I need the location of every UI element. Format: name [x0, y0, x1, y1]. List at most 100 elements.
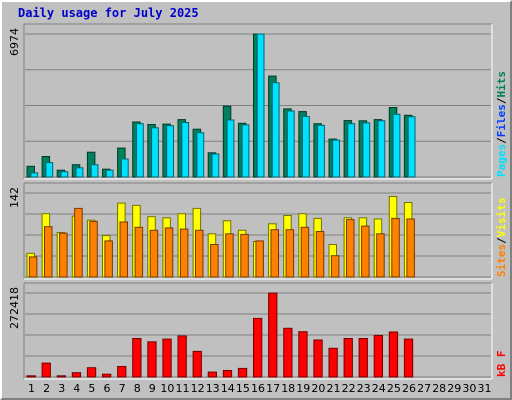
- legend-part: Files: [495, 104, 508, 137]
- x-tick-label: 16: [251, 382, 265, 395]
- bar-kb-f-day-12: [192, 350, 202, 378]
- bar-pages-day-9: [151, 127, 159, 178]
- bar-sites-day-16: [255, 240, 264, 278]
- x-tick-label: 10: [160, 382, 174, 395]
- legend-part: /: [495, 137, 508, 144]
- bar-pages-day-10: [166, 125, 174, 178]
- x-tick-label: 15: [236, 382, 250, 395]
- bar-pages-day-22: [347, 123, 356, 178]
- bar-pages-day-7: [120, 158, 129, 178]
- bar-sites-day-20: [315, 231, 325, 278]
- y-max-label: 272418: [8, 287, 21, 329]
- chart-title: Daily usage for July 2025: [18, 6, 199, 20]
- bar-pages-day-8: [136, 123, 144, 178]
- x-tick-label: 1: [28, 382, 35, 395]
- x-tick-label: 7: [119, 382, 126, 395]
- panel-legend-bottom: kB F: [495, 351, 508, 378]
- y-max-label: 142: [8, 187, 21, 208]
- x-tick-label: 17: [266, 382, 280, 395]
- bar-pages-day-18: [286, 110, 295, 178]
- legend-part: /: [495, 237, 508, 244]
- bar-kb-f-day-13: [207, 371, 217, 378]
- bar-kb-f-day-23: [358, 338, 368, 378]
- bar-kb-f-day-4: [71, 372, 82, 378]
- bar-sites-day-10: [164, 227, 174, 278]
- chart-panels: 6974Pages/Files/Hits142Sites/Visits27241…: [8, 23, 508, 380]
- bar-kb-f-day-1: [26, 375, 36, 378]
- bar-pages-day-5: [90, 164, 99, 178]
- bar-pages-day-4: [75, 167, 84, 178]
- bar-sites-day-24: [376, 233, 385, 278]
- x-tick-label: 30: [462, 382, 476, 395]
- bar-sites-day-4: [74, 207, 83, 278]
- bar-kb-f-day-3: [56, 375, 67, 378]
- y-max-label: 6974: [8, 28, 21, 56]
- bar-sites-day-11: [179, 228, 189, 278]
- bar-sites-day-17: [270, 229, 279, 278]
- bar-sites-day-5: [89, 220, 98, 278]
- bar-pages-day-16: [256, 33, 265, 178]
- x-tick-label: 22: [342, 382, 356, 395]
- x-tick-label: 3: [58, 382, 65, 395]
- panel-kbytes: 272418 kB F: [8, 282, 508, 380]
- bar-pages-day-2: [45, 162, 54, 178]
- bar-sites-day-9: [149, 229, 159, 278]
- legend-part: kB F: [495, 351, 508, 378]
- legend-part: Visits: [495, 198, 508, 238]
- panel-legend-top: Pages/Files/Hits: [495, 71, 508, 177]
- bar-kb-f-day-21: [328, 347, 338, 378]
- x-tick-label: 21: [327, 382, 341, 395]
- x-tick-label: 26: [402, 382, 416, 395]
- x-tick-label: 9: [149, 382, 156, 395]
- bar-sites-day-21: [330, 255, 340, 278]
- bar-pages-day-24: [377, 120, 386, 178]
- bar-sites-day-19: [300, 226, 310, 278]
- x-tick-label: 25: [387, 382, 401, 395]
- bar-kb-f-day-18: [283, 327, 293, 378]
- bar-kb-f-day-5: [86, 367, 97, 378]
- bar-sites-day-23: [361, 225, 370, 278]
- x-tick-label: 4: [73, 382, 80, 395]
- x-tick-label: 19: [296, 382, 310, 395]
- x-tick-label: 29: [447, 382, 461, 395]
- bar-pages-day-3: [60, 171, 69, 178]
- bar-pages-day-23: [362, 122, 371, 178]
- x-tick-label: 5: [88, 382, 95, 395]
- panel-legend-middle: Sites/Visits: [495, 198, 508, 278]
- legend-part: /: [495, 97, 508, 104]
- bar-pages-day-19: [302, 116, 310, 178]
- x-tick-label: 28: [432, 382, 446, 395]
- legend-part: Hits: [495, 71, 508, 98]
- x-tick-label: 12: [191, 382, 205, 395]
- legend-part: Pages: [495, 144, 508, 177]
- bar-sites-day-6: [104, 240, 113, 278]
- bar-sites-day-14: [225, 233, 234, 278]
- bar-sites-day-2: [44, 226, 53, 278]
- bar-kb-f-day-20: [313, 339, 323, 378]
- bar-sites-day-25: [391, 217, 400, 278]
- bar-sites-day-1: [28, 256, 38, 278]
- x-tick-label: 6: [104, 382, 111, 395]
- bar-sites-day-13: [210, 244, 219, 278]
- bar-sites-day-26: [406, 218, 415, 278]
- bar-pages-day-20: [317, 124, 325, 178]
- bar-kb-f-day-19: [298, 331, 308, 378]
- bar-kb-f-day-8: [132, 338, 142, 378]
- x-tick-label: 8: [134, 382, 141, 395]
- bar-pages-day-14: [226, 119, 235, 178]
- x-tick-label: 11: [176, 382, 190, 395]
- bar-kb-f-day-11: [177, 335, 187, 378]
- bar-kb-f-day-15: [237, 367, 248, 378]
- bar-kb-f-day-25: [388, 331, 399, 378]
- bar-pages-day-1: [30, 172, 39, 178]
- x-tick-label: 14: [221, 382, 235, 395]
- x-tick-label: 23: [357, 382, 371, 395]
- bar-kb-f-day-17: [268, 292, 278, 378]
- bar-pages-day-25: [392, 113, 401, 178]
- bar-sites-day-12: [195, 229, 204, 278]
- bar-pages-day-11: [181, 122, 190, 178]
- x-tick-label: 2: [43, 382, 50, 395]
